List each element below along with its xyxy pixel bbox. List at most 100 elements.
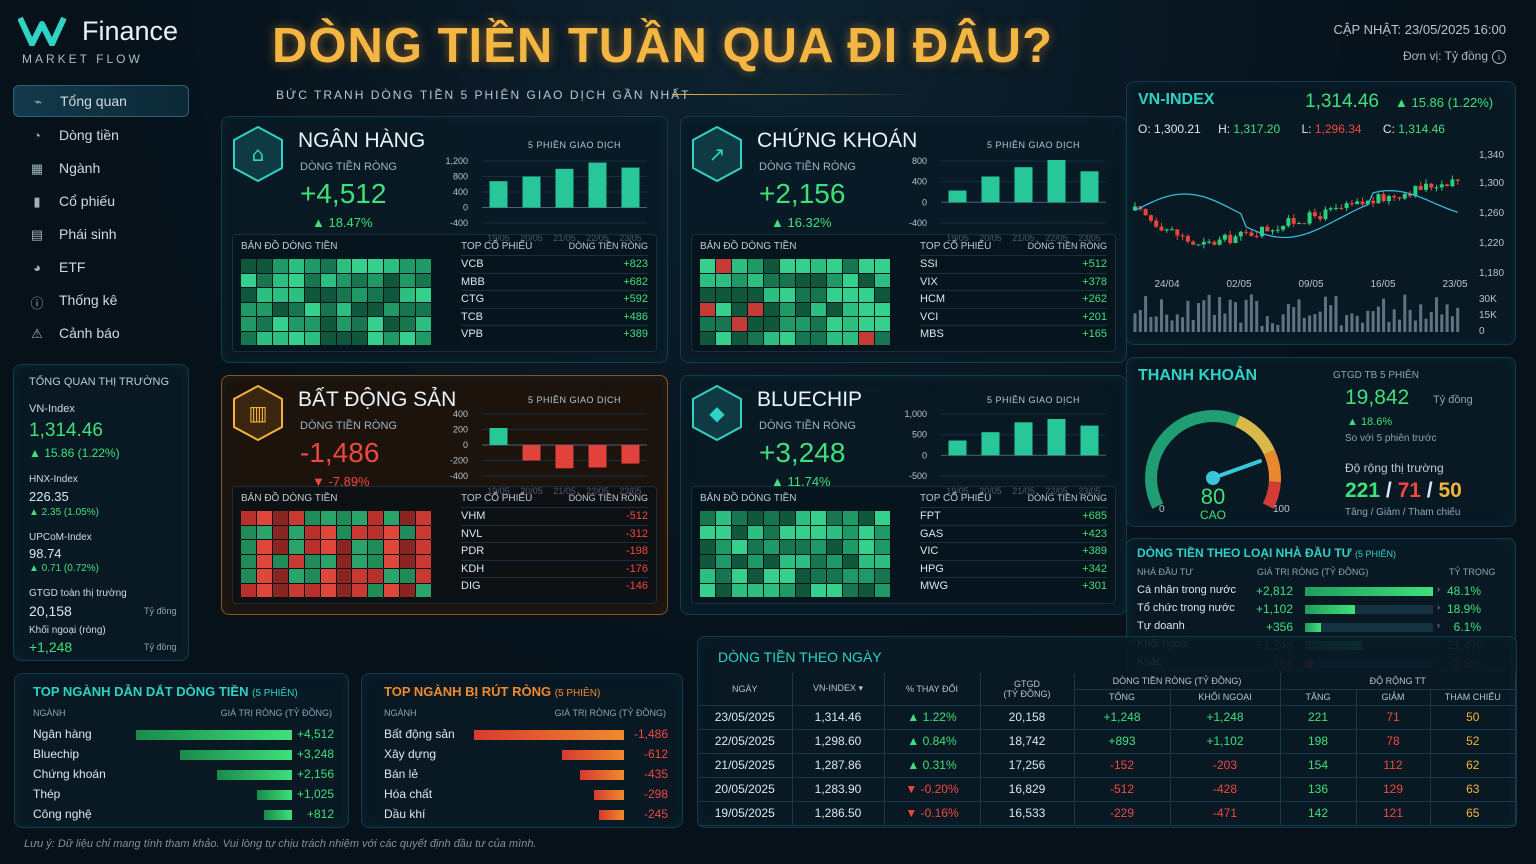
heatmap-cell [779,540,795,554]
nav-item-2[interactable]: ▦ Ngành [13,152,189,184]
investor-header-value: GIÁ TRỊ RÒNG (TỶ ĐỒNG) [1257,567,1369,577]
low-value: 1,296.34 [1314,122,1362,136]
chart-pie-icon: ◕ [33,260,41,275]
stock-row[interactable]: VIX +378 [920,272,1107,290]
sector-card-0[interactable]: ⌂ NGÂN HÀNG DÒNG TIỀN RÒNG +4,512 ▲ 18.47% 5 … [221,116,668,363]
heatmap-cell [320,273,336,287]
th-foreign[interactable]: KHỐI NGOẠI [1170,689,1281,706]
nav-item-7[interactable]: ⚠ Cảnh báo [13,317,189,349]
nav-item-6[interactable]: ⓘ Thống kê [13,284,189,316]
unit-label: Đơn vị: Tỷ đồng i [1403,49,1506,64]
stock-row[interactable]: MBB +682 [461,272,648,290]
stock-row[interactable]: CTG +592 [461,290,648,307]
vnindex-panel: VN-INDEX 1,314.46 ▲ 15.86 (1.22%) O: 1,3… [1126,81,1516,345]
heatmap-cell [875,511,890,525]
out-bar [580,770,624,780]
th-gtgd[interactable]: GTGD (TỶ ĐỒNG) [980,673,1075,706]
stock-row[interactable]: FPT +685 [920,507,1107,524]
stock-flow: +486 [623,310,648,323]
stock-row[interactable]: VPB +389 [461,325,648,342]
foreign-label: Khối ngoại (ròng) [29,625,106,636]
info-icon[interactable]: i [1492,50,1506,64]
table-cell: ▼ -0.16% [884,801,981,826]
sort-icon[interactable]: ▾ [858,683,864,694]
table-row[interactable]: 19/05/2025 1,286.50 ▼ -0.16% 16,533 -229 -471… [698,801,1516,826]
th-flat[interactable]: THAM CHIẾU [1430,689,1516,706]
sector-card-2[interactable]: ▥ BẤT ĐỘNG SẢN DÒNG TIỀN RÒNG -1,486 ▼ -7.89… [221,375,668,615]
volume-bar [1138,310,1142,332]
hnx-label: HNX-Index [29,474,78,485]
flow-map-section: BẢN ĐỒ DÒNG TIỀN TOP CỔ PHIẾU DÒNG TIỀN RÒ… [691,486,1116,604]
flow-heatmap[interactable] [241,259,431,345]
volume-bar [1366,310,1370,332]
table-row[interactable]: 21/05/2025 1,287.86 ▲ 0.31% 17,256 -152 -203 1… [698,753,1516,778]
stock-row[interactable]: GAS +423 [920,524,1107,542]
heatmap-cell [779,525,795,539]
heatmap-cell [715,540,731,554]
lead-sectors-panel: TOP NGÀNH DẪN DẮT DÒNG TIỀN (5 PHIÊN) NG… [14,673,349,828]
stock-row[interactable]: HCM +262 [920,290,1107,307]
table-row[interactable]: 20/05/2025 1,283.90 ▼ -0.20% 16,829 -512 -428… [698,777,1516,802]
sector-card-1[interactable]: ↗ CHỨNG KHOÁN DÒNG TIỀN RÒNG +2,156 ▲ 16.32%… [680,116,1127,363]
th-day[interactable]: NGÀY [698,673,793,706]
heatmap-cell [272,569,288,583]
th-flow: DÒNG TIỀN RÒNG (TỶ ĐỒNG) [1074,673,1281,690]
heatmap-cell [400,511,416,525]
investor-value: +356 [1265,620,1293,634]
th-pct[interactable]: % THAY ĐỔI [884,673,981,706]
stock-row[interactable]: MBS +165 [920,325,1107,342]
table-cell: 23/05/2025 [698,705,793,730]
nav-label: Cảnh báo [59,325,120,341]
nav-item-1[interactable]: ◔ Dòng tiền [13,119,189,151]
stock-row[interactable]: DIG -146 [461,577,648,594]
table-cell: 20/05/2025 [698,777,793,802]
table-row[interactable]: 23/05/2025 1,314.46 ▲ 1.22% 20,158 +1,248 +1,… [698,705,1516,730]
volume-bar [1286,304,1290,332]
heatmap-cell [811,525,827,539]
heatmap-cell [272,583,288,597]
foreign-value: +1,248 [29,639,73,655]
table-cell: 50 [1430,705,1516,730]
flow-heatmap[interactable] [700,511,890,597]
out-value: -435 [643,767,668,781]
stock-row[interactable]: VCI +201 [920,307,1107,325]
th-up[interactable]: TĂNG [1280,689,1357,706]
nav-item-5[interactable]: ◕ ETF [13,251,189,283]
stock-ticker: MBB [461,275,485,288]
flow-heatmap[interactable] [241,511,431,597]
th-down[interactable]: GIẢM [1356,689,1431,706]
table-cell: 142 [1280,801,1357,826]
heatmap-cell [763,317,779,331]
stock-row[interactable]: KDH -176 [461,559,648,577]
heatmap-cell [256,317,272,331]
stock-row[interactable]: VHM -512 [461,507,648,524]
nav-item-4[interactable]: ▤ Phái sinh [13,218,189,250]
investor-share: 48.1% [1446,584,1481,598]
stock-row[interactable]: TCB +486 [461,307,648,325]
stock-row[interactable]: SSI +512 [920,255,1107,272]
nav-item-0[interactable]: ⌁ Tổng quan [13,85,189,117]
table-cell: 19/05/2025 [698,801,793,826]
flow-bar [588,162,607,208]
stock-row[interactable]: MWG +301 [920,577,1107,594]
heatmap-cell [384,525,400,539]
stock-row[interactable]: VCB +823 [461,255,648,272]
volume-bar [1355,315,1359,332]
stock-row[interactable]: PDR -198 [461,542,648,559]
stock-row[interactable]: HPG +342 [920,559,1107,577]
stock-flow: +342 [1082,562,1107,575]
stock-row[interactable]: VIC +389 [920,542,1107,559]
flow-heatmap[interactable] [700,259,890,345]
x-tick-label: 02/05 [1226,279,1251,290]
stock-ticker: VCB [461,258,484,270]
table-cell: 16,533 [980,801,1075,826]
stock-row[interactable]: NVL -312 [461,524,648,542]
heatmap-cell [336,317,352,331]
heatmap-cell [795,331,811,345]
th-total[interactable]: TỔNG [1074,689,1171,706]
th-vnindex[interactable]: VN-INDEX ▾ [792,673,885,706]
nav-item-3[interactable]: ▮ Cổ phiếu [13,185,189,217]
chevron-right-icon: › [1437,620,1440,630]
sector-card-3[interactable]: ◆ BLUECHIP DÒNG TIỀN RÒNG +3,248 ▲ 11.74% 5 P… [680,375,1127,615]
table-row[interactable]: 22/05/2025 1,298.60 ▲ 0.84% 18,742 +893 +1,10… [698,729,1516,754]
